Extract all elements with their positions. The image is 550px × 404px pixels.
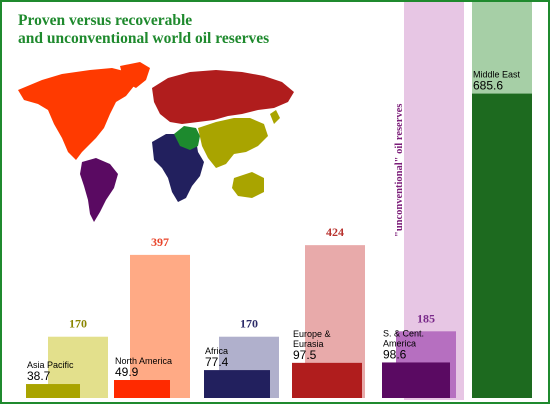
region-label-asia-pacific: Asia Pacific <box>27 360 74 370</box>
unconventional-label: "unconventional" oil reserves <box>394 104 405 237</box>
map-australia <box>232 172 264 198</box>
value-label-proven-north-america: 49.9 <box>115 365 139 379</box>
region-label-europe-eurasia-2: Eurasia <box>293 339 324 349</box>
bar-proven-asia-pacific <box>26 384 80 398</box>
map-middle-east <box>174 126 200 150</box>
region-label-africa: Africa <box>205 346 228 356</box>
value-label-proven-africa: 77.4 <box>205 355 229 369</box>
region-label-north-america: North America <box>115 356 172 366</box>
value-label-proven-europe-eurasia: 97.5 <box>293 348 317 362</box>
value-label-recoverable-s-cent-america: 185 <box>417 311 435 325</box>
bar-proven-europe-eurasia <box>292 362 362 398</box>
map-europe-eurasia <box>152 70 294 124</box>
value-label-proven-asia-pacific: 38.7 <box>27 369 51 383</box>
region-label-s-cent-america-1: S. & Cent. <box>383 328 424 338</box>
map-greenland <box>120 62 150 88</box>
map-asia-pacific <box>198 118 268 168</box>
bar-proven-s-cent-america <box>382 362 450 398</box>
title-line-2: and unconventional world oil reserves <box>18 30 270 47</box>
value-label-recoverable-africa: 170 <box>240 317 258 331</box>
region-label-middle-east: Middle East <box>473 70 521 80</box>
map-north-america <box>18 68 134 160</box>
map-africa <box>152 134 204 202</box>
bar-recoverable-north-america <box>130 254 190 398</box>
chart-title: Proven versus recoverable and unconventi… <box>18 12 269 48</box>
bar-proven-north-america <box>114 380 170 398</box>
title-line-1: Proven versus recoverable <box>18 12 193 29</box>
region-label-s-cent-america-2: America <box>383 338 416 348</box>
bar-proven-africa <box>204 370 270 398</box>
value-label-recoverable-north-america: 397 <box>151 235 169 249</box>
value-label-recoverable-asia-pacific: 170 <box>69 317 87 331</box>
region-label-europe-eurasia-1: Europe & <box>293 329 331 339</box>
map-south-america <box>80 158 118 222</box>
bar-proven-middle-east <box>472 93 532 398</box>
map-japan <box>270 110 280 124</box>
value-label-recoverable-europe-eurasia: 424 <box>326 225 344 239</box>
value-label-proven-s-cent-america: 98.6 <box>383 347 407 361</box>
world-map <box>18 62 294 222</box>
value-label-proven-middle-east: 685.6 <box>473 79 503 93</box>
